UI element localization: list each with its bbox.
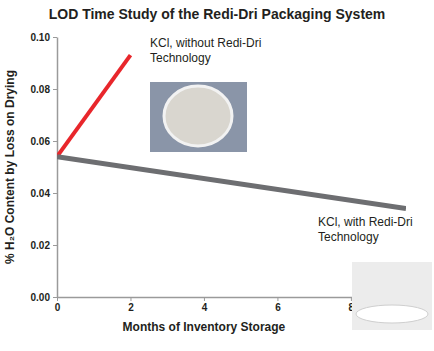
x-axis-title: Months of Inventory Storage bbox=[123, 320, 286, 334]
series-line bbox=[57, 157, 406, 209]
tick: 6 bbox=[275, 297, 281, 313]
tick: 0 bbox=[55, 297, 61, 313]
tick-label: 4 bbox=[202, 302, 208, 313]
tick-mark bbox=[53, 37, 57, 38]
tick-label: 0.00 bbox=[31, 292, 51, 303]
tick: 4 bbox=[202, 297, 208, 313]
series-label: KCl, with Redi-DriTechnology bbox=[318, 215, 413, 244]
tick: 0.04 bbox=[31, 188, 57, 199]
tick-mark bbox=[53, 193, 57, 194]
tick-label: 0.02 bbox=[31, 240, 51, 251]
tick-label: 6 bbox=[275, 302, 281, 313]
tick-mark bbox=[57, 297, 58, 301]
tick-label: 2 bbox=[128, 302, 134, 313]
tick-mark bbox=[53, 89, 57, 90]
tick: 0.02 bbox=[31, 240, 57, 251]
series-label: KCl, without Redi-DriTechnology bbox=[150, 36, 261, 65]
lines bbox=[57, 55, 406, 208]
photo bbox=[352, 262, 432, 330]
y-axis: 0.00 0.02 0.04 0.06 0.08 0.10 bbox=[31, 32, 58, 303]
tick-label: 0.08 bbox=[31, 84, 51, 95]
tick-label: 0.04 bbox=[31, 188, 51, 199]
tick-mark bbox=[204, 297, 205, 301]
tick-mark bbox=[53, 297, 57, 298]
photo bbox=[150, 82, 247, 152]
tick: 0.00 bbox=[31, 292, 57, 303]
series-line bbox=[57, 55, 130, 156]
y-axis-title: % H₂O Content by Loss on Drying bbox=[3, 70, 17, 264]
photo-dish bbox=[164, 86, 232, 146]
chart: 024680.000.020.040.060.080.10KCl, withou… bbox=[0, 0, 434, 351]
tick-label: 0.10 bbox=[31, 32, 51, 43]
tick-mark bbox=[53, 141, 57, 142]
tick-label: 0.06 bbox=[31, 136, 51, 147]
title: LOD Time Study of the Redi-Dri Packaging… bbox=[49, 6, 386, 22]
tick-mark bbox=[351, 297, 352, 301]
tick: 0.08 bbox=[31, 84, 57, 95]
tick-mark bbox=[277, 297, 278, 301]
tick-mark bbox=[53, 245, 57, 246]
tick: 0.06 bbox=[31, 136, 57, 147]
photo-powder bbox=[356, 305, 428, 323]
tick: 0.10 bbox=[31, 32, 57, 43]
tick-mark bbox=[130, 297, 131, 301]
axis-line bbox=[57, 38, 59, 298]
tick: 2 bbox=[128, 297, 134, 313]
tick-label: 0 bbox=[55, 302, 61, 313]
